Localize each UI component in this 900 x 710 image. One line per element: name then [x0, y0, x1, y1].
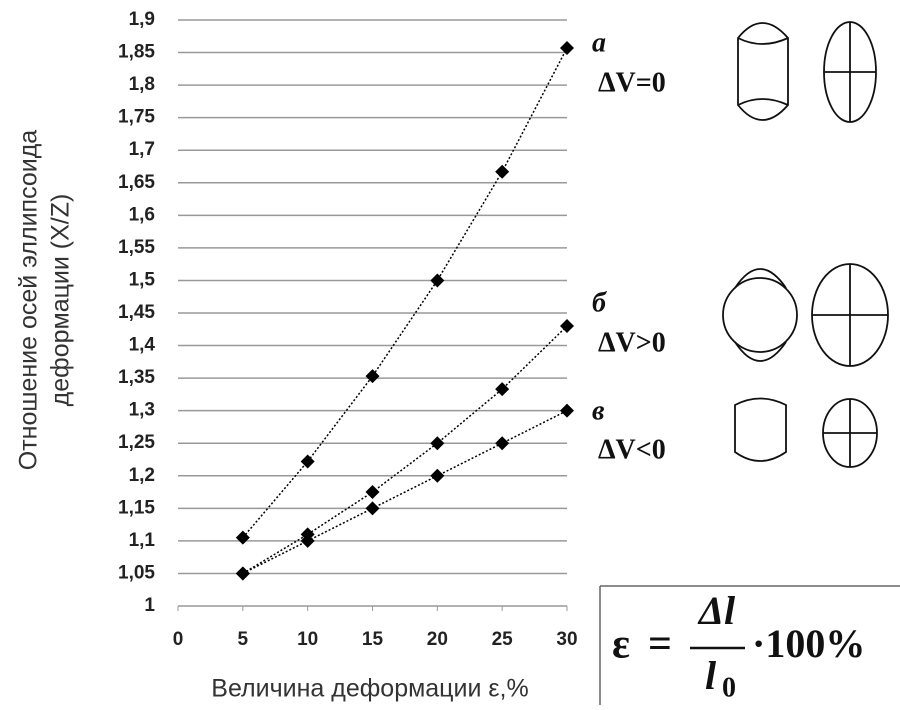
y-tick-label: 1,6 [129, 204, 155, 225]
series-label: б [592, 287, 607, 318]
marker [495, 164, 510, 179]
y-tick-label: 1,25 [118, 432, 155, 453]
y-tick-label: 1,4 [129, 335, 156, 356]
y-axis-label: Отношение осей эллипсоида [15, 130, 43, 471]
series-label: а [592, 27, 606, 58]
x-tick-label: 5 [238, 629, 249, 650]
y-tick-label: 1,8 [129, 74, 155, 95]
x-tick-label: 15 [362, 629, 384, 650]
x-tick-label: 30 [556, 629, 577, 650]
marker [235, 566, 250, 581]
y-axis-label: деформации (X/Z) [47, 194, 75, 407]
marker [560, 319, 574, 334]
x-axis-label: Величина деформации ε,% [211, 675, 528, 703]
series-condition: ΔV=0 [598, 67, 666, 98]
x-tick-label: 20 [427, 629, 448, 650]
marker [365, 501, 380, 516]
y-tick-label: 1 [144, 595, 155, 616]
marker [365, 485, 380, 500]
y-tick-label: 1,35 [118, 367, 155, 388]
y-tick-label: 1,2 [129, 465, 155, 486]
formula-rhs: ·100% [752, 621, 865, 666]
marker [430, 436, 445, 451]
formula-lhs: ε [612, 622, 630, 668]
series-condition: ΔV>0 [598, 327, 666, 358]
y-tick-label: 1,1 [129, 530, 156, 551]
x-tick-label: 0 [173, 629, 184, 650]
y-tick-label: 1,75 [118, 107, 155, 128]
y-tick-label: 1,45 [118, 302, 155, 323]
series-line [242, 409, 568, 575]
formula-denominator: l [705, 653, 717, 698]
marker [430, 468, 445, 483]
series-line [242, 47, 568, 539]
formula-box: ε = Δl l 0 ·100% [599, 585, 900, 705]
formula-denominator-sub: 0 [722, 672, 736, 703]
y-tick-label: 1,85 [118, 42, 155, 63]
y-tick-label: 1,5 [129, 269, 156, 290]
marker [495, 382, 510, 397]
y-tick-label: 1,3 [129, 400, 155, 421]
x-tick-label: 25 [492, 629, 514, 650]
x-tick-label: 10 [297, 629, 318, 650]
y-tick-label: 1,65 [118, 172, 155, 193]
y-tick-label: 1,15 [118, 497, 155, 518]
marker [300, 454, 315, 469]
marker [300, 533, 315, 548]
series-label: в [592, 395, 605, 426]
marker [430, 273, 445, 288]
formula-numerator: Δl [697, 588, 736, 633]
marker [560, 403, 574, 418]
marker [495, 436, 510, 451]
marker [235, 530, 250, 545]
marker [560, 40, 574, 55]
formula-equals: = [648, 622, 672, 668]
y-tick-label: 1,05 [118, 562, 155, 583]
marker [365, 369, 380, 384]
y-tick-label: 1,55 [118, 237, 155, 258]
y-tick-label: 1,9 [129, 9, 155, 30]
series-line [242, 325, 568, 575]
y-tick-label: 1,7 [129, 139, 155, 160]
series-condition: ΔV<0 [598, 434, 666, 465]
strain-diagrams [722, 21, 889, 468]
